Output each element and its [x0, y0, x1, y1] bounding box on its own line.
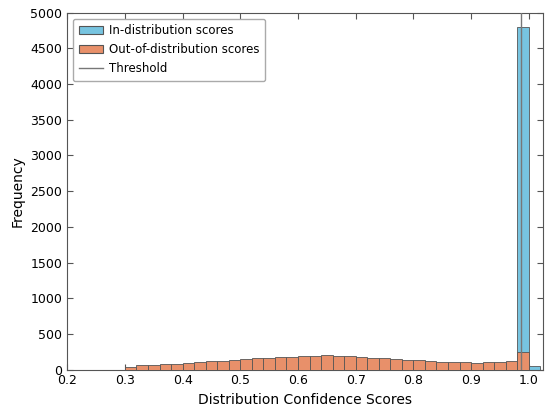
Bar — [240, 359, 252, 370]
Bar — [483, 362, 494, 370]
Bar — [160, 364, 171, 370]
Legend: In-distribution scores, Out-of-distribution scores, Threshold: In-distribution scores, Out-of-distribut… — [73, 18, 265, 81]
Bar — [206, 361, 217, 370]
Bar — [402, 360, 413, 370]
Bar — [471, 362, 483, 370]
Bar — [529, 366, 540, 370]
Bar — [413, 360, 425, 370]
Bar — [506, 361, 517, 370]
Bar — [252, 358, 263, 370]
Bar — [333, 356, 344, 370]
Bar — [379, 358, 390, 370]
Bar — [148, 365, 160, 370]
Bar — [183, 363, 194, 370]
Bar — [298, 356, 310, 370]
Bar — [275, 357, 287, 370]
Bar — [494, 362, 506, 370]
Bar — [217, 361, 228, 370]
Bar — [228, 360, 240, 370]
Bar — [137, 365, 148, 370]
Bar — [390, 359, 402, 370]
Bar — [125, 367, 137, 370]
X-axis label: Distribution Confidence Scores: Distribution Confidence Scores — [198, 393, 412, 407]
Bar — [436, 362, 448, 370]
Bar — [310, 356, 321, 370]
Bar — [448, 362, 460, 370]
Y-axis label: Frequency: Frequency — [11, 155, 25, 227]
Bar — [517, 27, 529, 370]
Bar — [194, 362, 206, 370]
Bar — [356, 357, 367, 370]
Bar — [425, 361, 436, 370]
Bar — [171, 364, 183, 370]
Bar — [367, 358, 379, 370]
Bar — [263, 358, 275, 370]
Bar — [287, 357, 298, 370]
Bar — [321, 355, 333, 370]
Bar — [460, 362, 471, 370]
Bar — [517, 352, 529, 370]
Bar — [344, 357, 356, 370]
